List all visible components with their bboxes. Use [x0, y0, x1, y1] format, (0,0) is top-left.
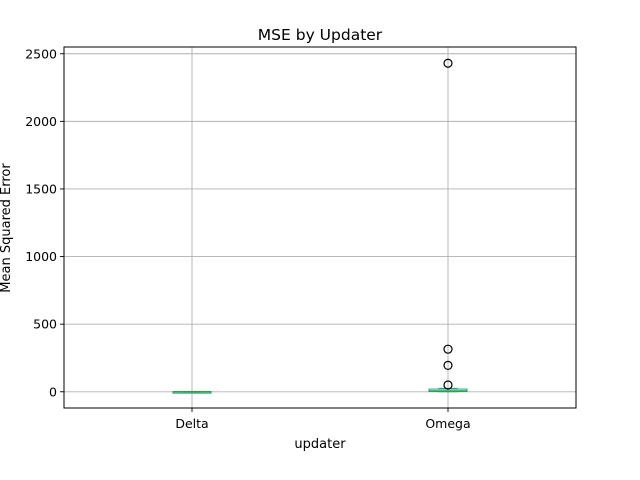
- x-tick-label: Omega: [425, 416, 470, 431]
- omega-outlier-point: [443, 360, 453, 371]
- y-tick-label: 500: [33, 317, 57, 332]
- grid-layer: [64, 47, 576, 408]
- y-tick-label: 2000: [25, 114, 57, 129]
- y-axis-label: Mean Squared Error: [0, 163, 14, 293]
- omega-outlier-point: [443, 58, 453, 68]
- y-tick-label: 1500: [25, 181, 57, 196]
- y-tick-label: 0: [49, 384, 57, 399]
- omega-outlier-point: [443, 344, 453, 354]
- plot-layer: [172, 58, 468, 394]
- x-axis-label: updater: [294, 437, 346, 452]
- y-tick-label: 1000: [25, 249, 57, 264]
- chart-title: MSE by Updater: [258, 26, 383, 44]
- x-tick-label: Delta: [175, 416, 208, 431]
- omega-outlier-point: [443, 380, 453, 390]
- axis-layer: 0 500 1000 1500 2000 2500 Delta Omega: [25, 46, 470, 431]
- plot-frame: [63, 46, 577, 409]
- y-tick-label: 2500: [25, 46, 57, 61]
